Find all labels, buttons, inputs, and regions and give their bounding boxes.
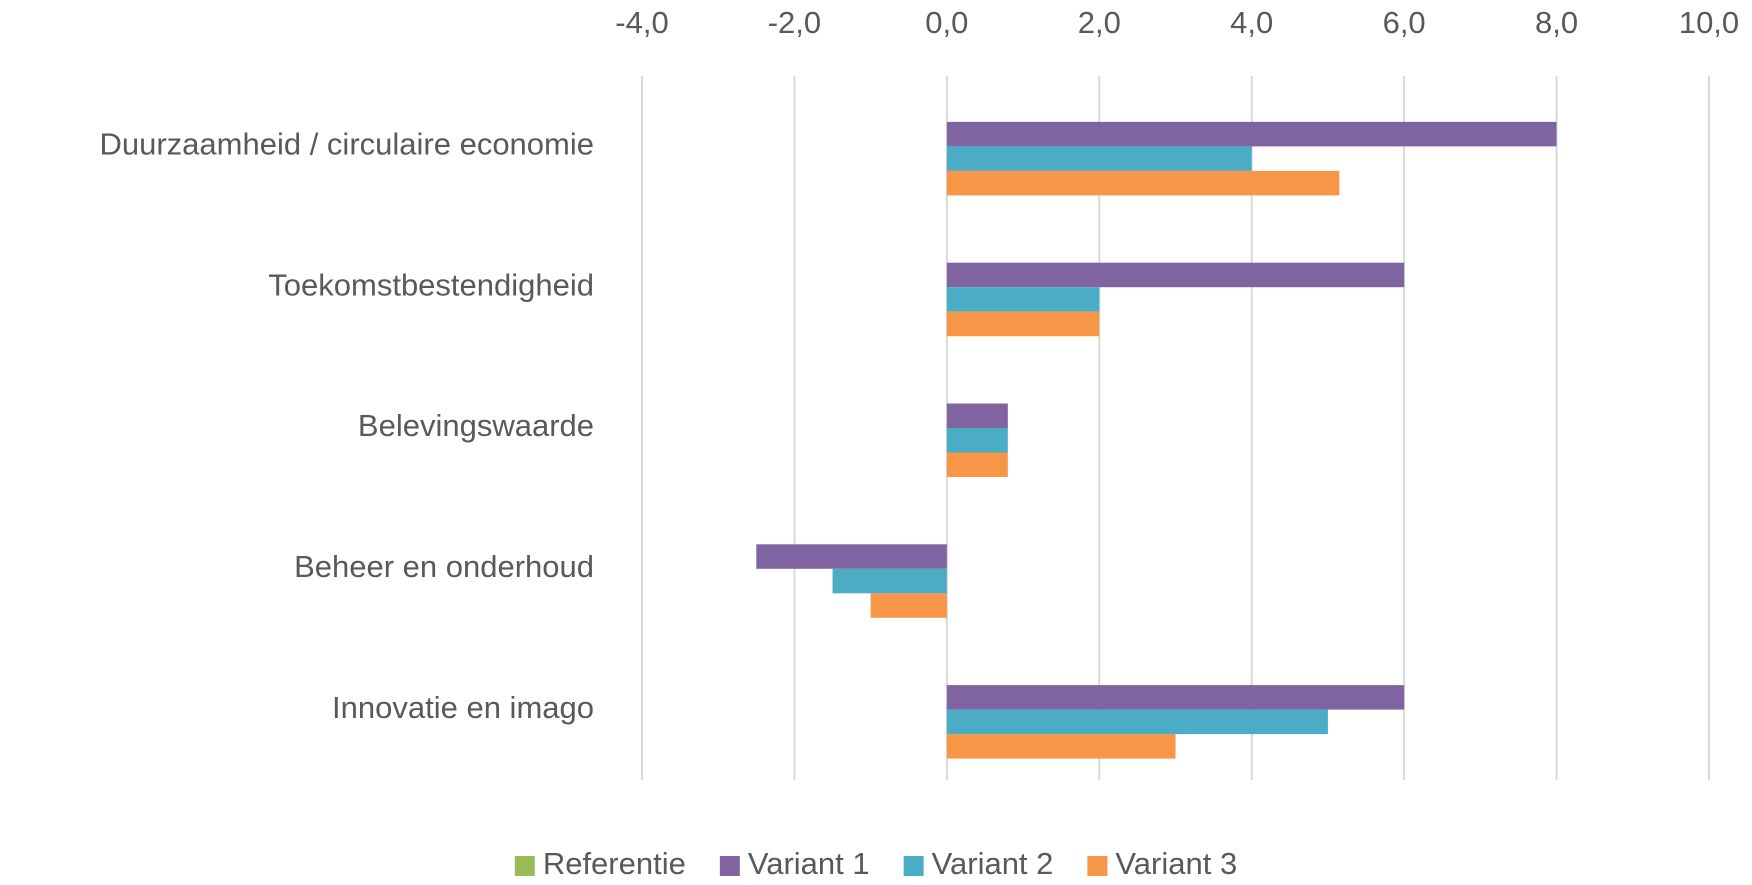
legend-label: Referentie	[543, 846, 686, 881]
x-tick-label: 4,0	[1230, 5, 1273, 40]
x-tick-label: 10,0	[1679, 5, 1739, 40]
bar	[946, 428, 1008, 453]
bar	[946, 311, 1100, 337]
bar	[946, 146, 1252, 171]
bar	[870, 593, 947, 618]
bar	[756, 544, 947, 569]
bar	[946, 403, 1008, 428]
x-tick-label: -4,0	[615, 5, 668, 40]
category-label: Belevingswaarde	[358, 408, 594, 443]
x-tick-label: 6,0	[1383, 5, 1426, 40]
x-tick-label: -2,0	[768, 5, 821, 40]
bar	[946, 262, 1405, 288]
legend-label: Variant 3	[1115, 846, 1237, 881]
bar	[946, 709, 1328, 735]
bar	[946, 734, 1176, 759]
bar	[946, 121, 1557, 147]
x-tick-label: 2,0	[1078, 5, 1121, 40]
x-tick-label: 8,0	[1535, 5, 1578, 40]
legend-swatch	[719, 856, 740, 876]
bar	[832, 568, 947, 594]
legend-swatch	[1087, 856, 1108, 876]
bar	[946, 170, 1340, 196]
category-label: Duurzaamheid / circulaire economie	[99, 127, 594, 162]
bar	[946, 685, 1405, 710]
category-label: Beheer en onderhoud	[294, 549, 594, 584]
bar	[946, 287, 1100, 312]
legend-label: Variant 1	[748, 846, 870, 881]
legend-label: Variant 2	[932, 846, 1054, 881]
x-tick-label: 0,0	[925, 5, 968, 40]
bar	[946, 452, 1008, 477]
legend-swatch	[903, 856, 924, 876]
category-label: Innovatie en imago	[332, 690, 594, 725]
category-label: Toekomstbestendigheid	[268, 267, 594, 302]
legend-swatch	[514, 856, 535, 876]
